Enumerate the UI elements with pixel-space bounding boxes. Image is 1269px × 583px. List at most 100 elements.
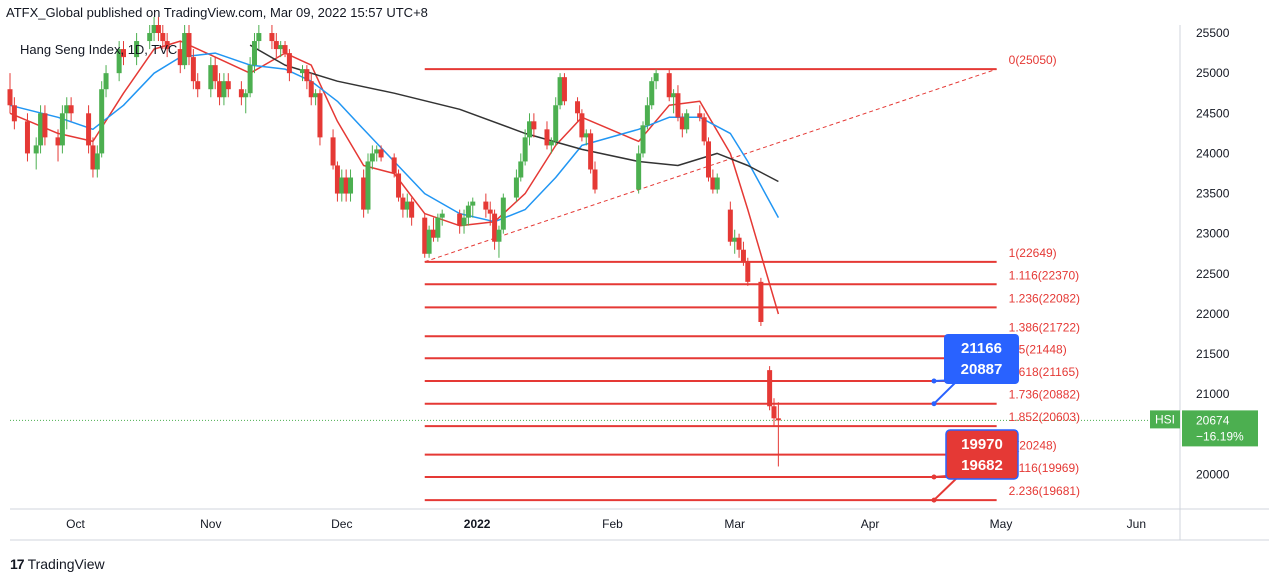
candle-body bbox=[679, 117, 685, 130]
candle bbox=[561, 73, 567, 106]
candle-body bbox=[155, 25, 161, 34]
candle-body bbox=[212, 65, 218, 82]
callout-box bbox=[944, 334, 1019, 384]
candle-body bbox=[278, 45, 284, 50]
time-tick-label: Apr bbox=[861, 517, 880, 531]
candle-body bbox=[134, 41, 140, 58]
candle bbox=[282, 41, 288, 58]
candle bbox=[38, 105, 44, 154]
candle bbox=[391, 153, 397, 178]
candle-body bbox=[435, 217, 441, 238]
candle-body bbox=[273, 41, 279, 50]
candle bbox=[771, 398, 777, 427]
candle bbox=[396, 169, 402, 202]
candle bbox=[496, 225, 502, 258]
candle-body bbox=[86, 113, 92, 146]
candle bbox=[640, 121, 646, 158]
callouts[interactable]: 21166 20887 19970 19682 bbox=[931, 334, 1020, 503]
candle bbox=[461, 209, 467, 234]
candle bbox=[531, 113, 537, 138]
candle bbox=[269, 25, 275, 50]
candle-body bbox=[221, 81, 227, 98]
candle-body bbox=[339, 177, 345, 194]
callout-value: 21166 bbox=[961, 340, 1002, 357]
candle-body bbox=[579, 113, 585, 138]
candle bbox=[177, 41, 183, 74]
candle bbox=[121, 41, 127, 66]
candle-body bbox=[33, 145, 39, 154]
candle bbox=[90, 137, 96, 178]
candle bbox=[278, 41, 284, 58]
fib-level-label: 2(20248) bbox=[1009, 439, 1057, 453]
time-axis[interactable]: Oct Nov Dec 2022 Feb Mar Apr May Jun bbox=[66, 517, 1146, 531]
fib-level-label: 1.852(20603) bbox=[1009, 410, 1080, 424]
candle bbox=[361, 169, 367, 218]
price-tick-label: 23500 bbox=[1196, 187, 1230, 201]
tradingview-logo-icon: 17 bbox=[10, 556, 25, 572]
candle-body bbox=[470, 201, 476, 206]
candle bbox=[369, 145, 375, 170]
price-tick-label: 21000 bbox=[1196, 387, 1230, 401]
candle bbox=[313, 89, 319, 106]
callout-value: 19682 bbox=[961, 457, 1003, 474]
candle-body bbox=[561, 77, 567, 102]
fib-level-label: 2.236(19681) bbox=[1009, 484, 1080, 498]
candle bbox=[457, 209, 463, 234]
candle-body bbox=[55, 137, 61, 146]
candle bbox=[470, 197, 476, 218]
candle-body bbox=[116, 49, 122, 74]
candle-body bbox=[736, 237, 742, 250]
candle-body bbox=[38, 113, 44, 146]
time-tick-label: Feb bbox=[602, 517, 623, 531]
candle-body bbox=[164, 41, 170, 50]
candle-body bbox=[636, 153, 642, 190]
candle-body bbox=[426, 229, 432, 254]
symbol-label: HSI bbox=[1155, 412, 1175, 426]
symbol-badge bbox=[1150, 410, 1180, 429]
candle bbox=[217, 73, 223, 106]
candle bbox=[487, 201, 493, 226]
candle bbox=[116, 41, 122, 82]
candle bbox=[579, 109, 585, 142]
candle-body bbox=[151, 25, 157, 34]
candle-body bbox=[251, 41, 257, 66]
candle bbox=[636, 145, 642, 194]
candle bbox=[11, 97, 17, 130]
fib-level-label: 2.116(19969) bbox=[1009, 461, 1080, 475]
price-axis[interactable]: 25500 25000 24500 24000 23500 23000 22500 22000… bbox=[1150, 26, 1258, 481]
candle bbox=[238, 81, 244, 106]
candle-body bbox=[775, 418, 781, 421]
candle bbox=[701, 113, 707, 146]
candle bbox=[64, 97, 70, 130]
candle-body bbox=[243, 93, 249, 98]
candle bbox=[714, 173, 720, 194]
candle bbox=[55, 129, 61, 162]
candle-body bbox=[422, 217, 428, 254]
candle bbox=[553, 97, 559, 146]
candle-body bbox=[675, 93, 681, 118]
candle bbox=[592, 161, 598, 194]
candles bbox=[7, 16, 781, 467]
candle bbox=[190, 49, 196, 90]
candle-body bbox=[330, 137, 336, 166]
candle bbox=[365, 153, 371, 214]
plot-area bbox=[10, 25, 1180, 509]
candle bbox=[483, 193, 489, 218]
candle-body bbox=[671, 93, 677, 98]
candle bbox=[513, 169, 519, 202]
candle bbox=[208, 57, 214, 98]
callout-box bbox=[945, 429, 1019, 480]
candle bbox=[758, 277, 764, 326]
candle-body bbox=[59, 113, 65, 146]
candle-body bbox=[588, 133, 594, 170]
time-tick-label: Nov bbox=[200, 517, 221, 531]
price-callout-blue: 21166 20887 bbox=[931, 334, 1019, 407]
candle-body bbox=[404, 201, 410, 210]
fibonacci-levels[interactable]: 0(25050) 1(22649) 1.116(22370) 1.236(22082)… bbox=[424, 53, 1080, 502]
candle bbox=[186, 25, 192, 66]
candle bbox=[134, 33, 140, 66]
candle bbox=[317, 89, 323, 146]
candle-body bbox=[269, 33, 275, 42]
candle bbox=[243, 89, 249, 114]
